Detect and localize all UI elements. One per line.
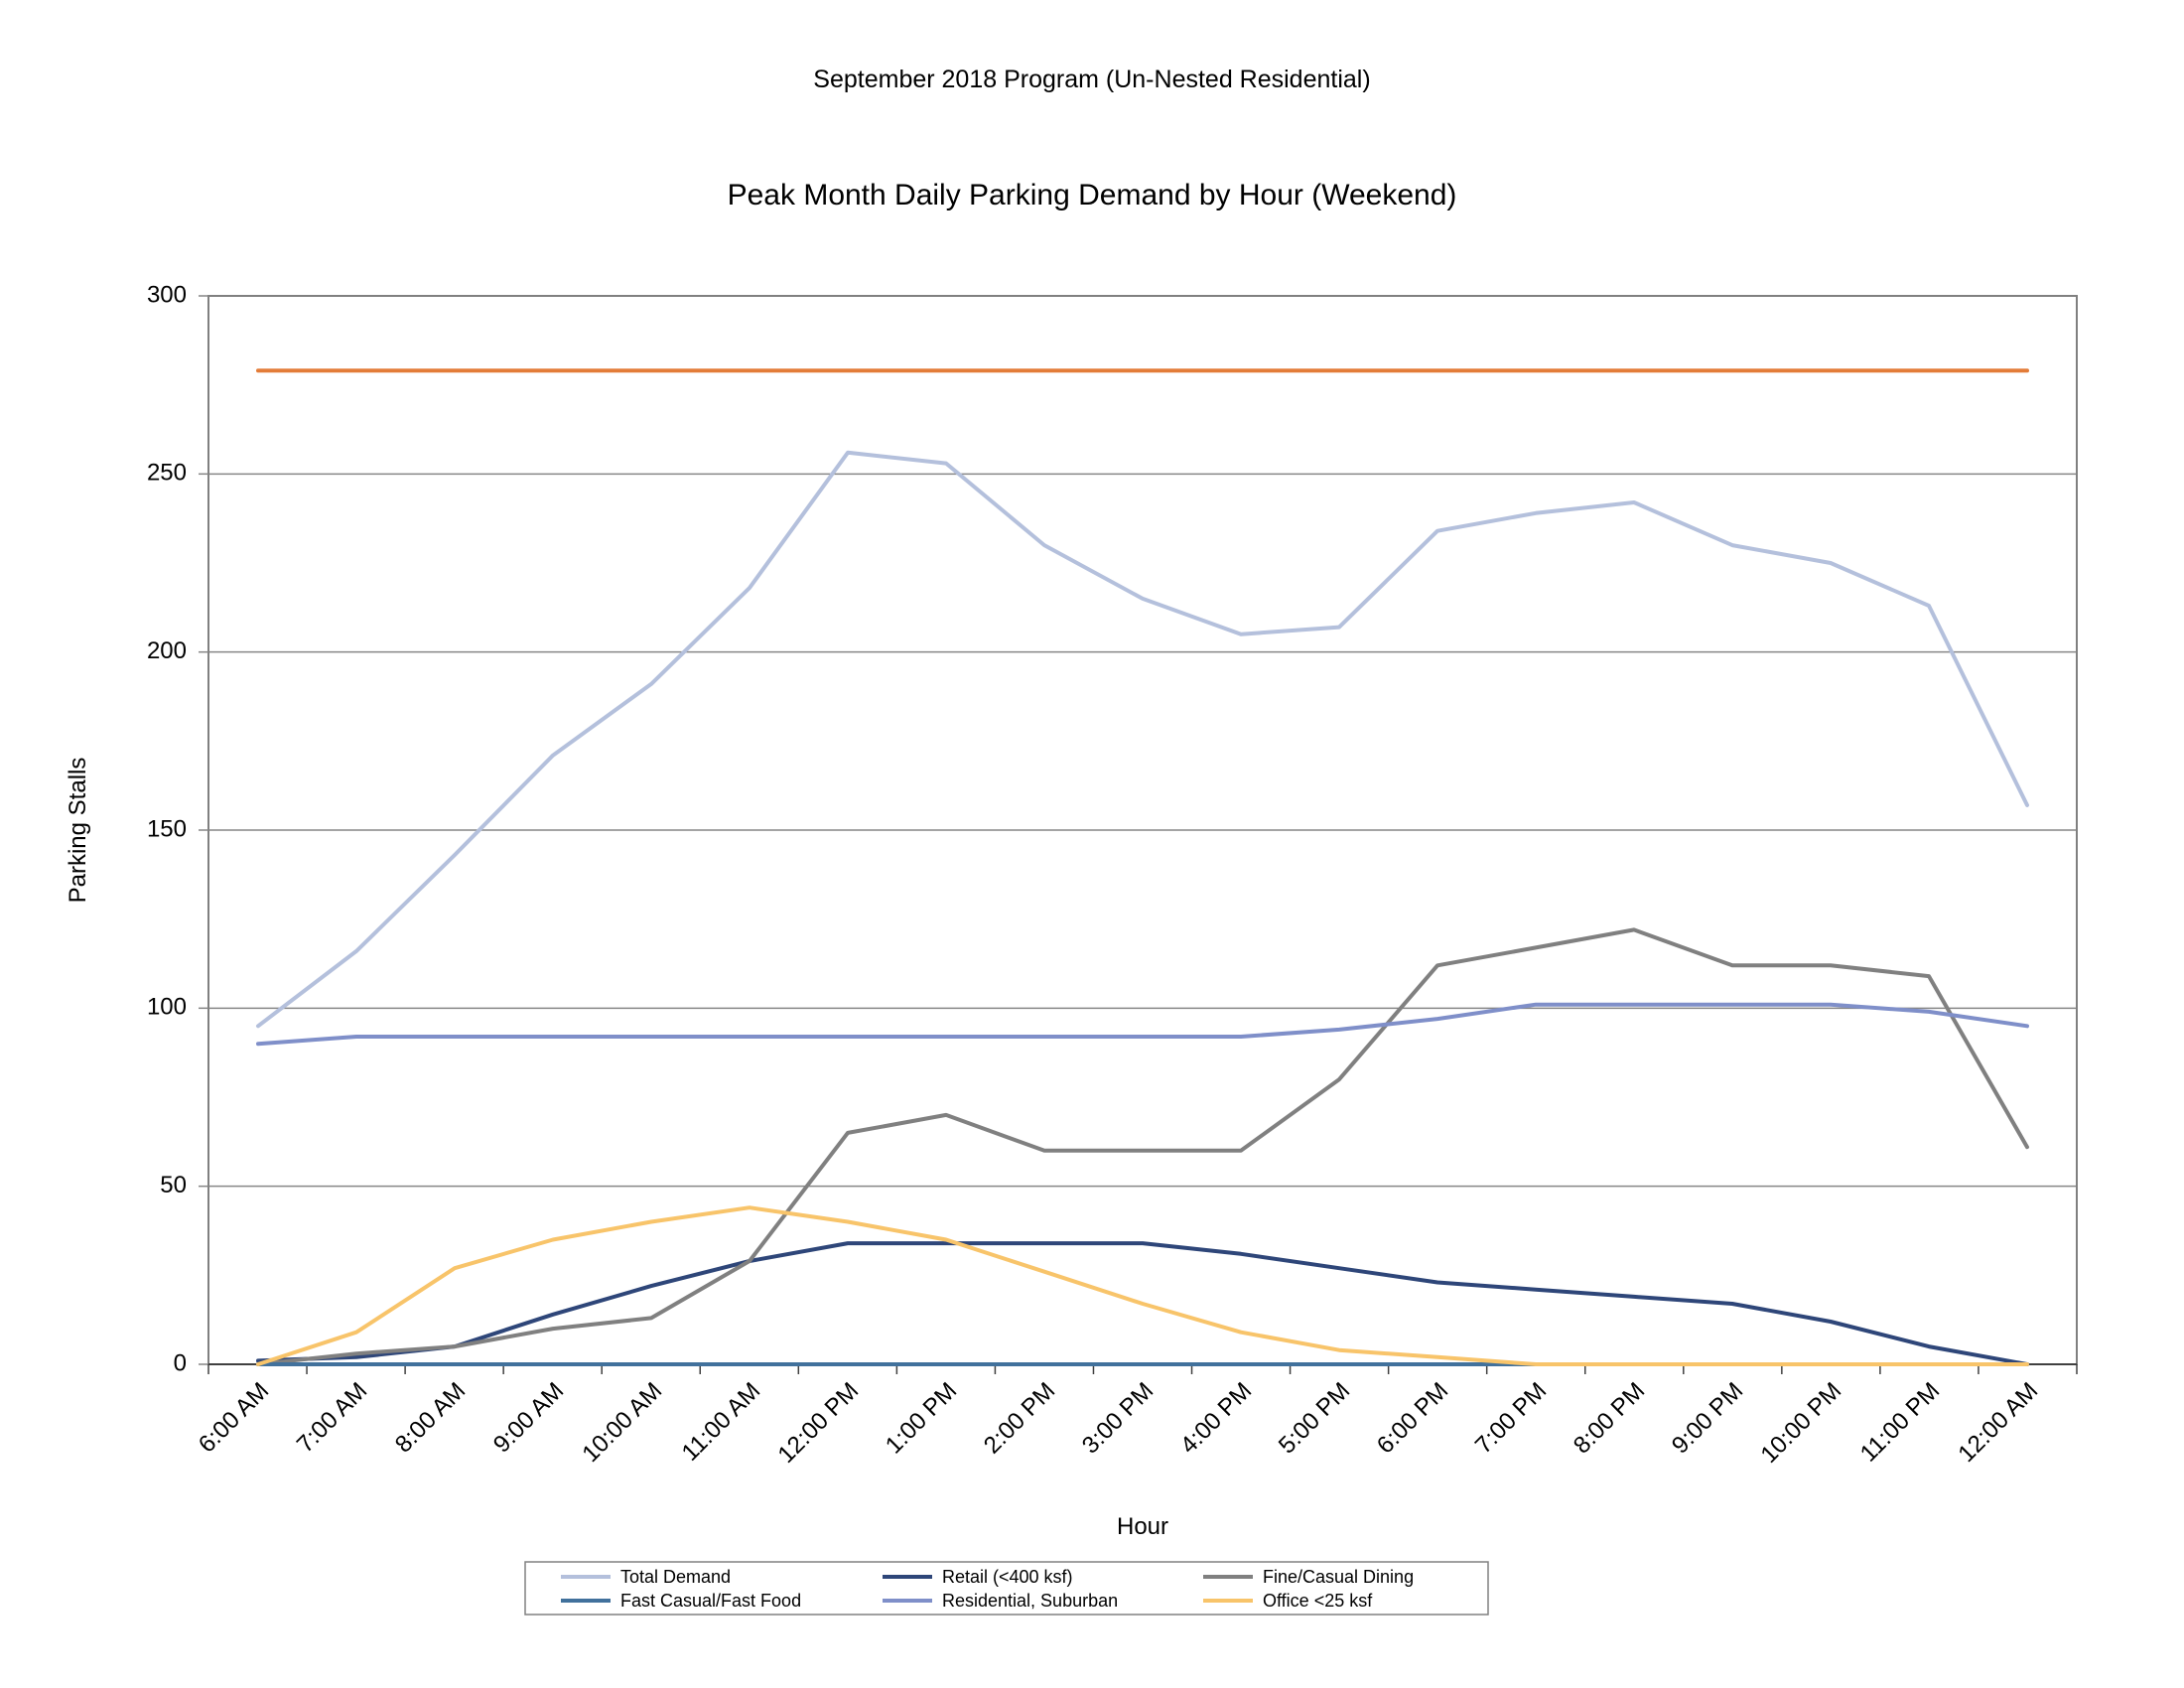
gridlines bbox=[208, 295, 2077, 1365]
x-axis-label: Hour bbox=[1117, 1513, 1168, 1540]
x-tick-label: 6:00 AM bbox=[194, 1377, 274, 1458]
x-tick-label: 1:00 PM bbox=[881, 1377, 962, 1459]
x-tick-label: 12:00 AM bbox=[1953, 1377, 2043, 1468]
x-tick-label: 5:00 PM bbox=[1274, 1377, 1355, 1459]
x-tick-label: 6:00 PM bbox=[1372, 1377, 1453, 1459]
x-tick-label: 8:00 PM bbox=[1569, 1377, 1650, 1459]
y-axis: 0 50 100 150 200 250 300 bbox=[147, 281, 208, 1376]
x-tick-label: 8:00 AM bbox=[390, 1377, 471, 1458]
x-tick-label: 9:00 PM bbox=[1667, 1377, 1748, 1459]
x-tick-label: 4:00 PM bbox=[1175, 1377, 1257, 1459]
legend-label: Fine/Casual Dining bbox=[1263, 1567, 1414, 1587]
legend-label: Retail (<400 ksf) bbox=[942, 1567, 1073, 1587]
y-tick-label: 300 bbox=[147, 281, 187, 308]
legend-label: Total Demand bbox=[620, 1567, 731, 1587]
series-line-0 bbox=[256, 450, 2029, 1029]
x-tick-label: 7:00 AM bbox=[292, 1377, 372, 1458]
legend-label: Fast Casual/Fast Food bbox=[620, 1591, 801, 1611]
x-tick-label: 11:00 AM bbox=[677, 1377, 766, 1467]
series-line-1 bbox=[256, 1241, 2029, 1366]
x-tick-label: 10:00 AM bbox=[577, 1377, 667, 1468]
y-tick-label: 50 bbox=[160, 1172, 187, 1198]
y-axis-label: Parking Stalls bbox=[65, 758, 91, 904]
chart-title: Peak Month Daily Parking Demand by Hour … bbox=[727, 179, 1457, 211]
x-tick-label: 2:00 PM bbox=[979, 1377, 1060, 1459]
x-tick-label: 9:00 AM bbox=[488, 1377, 569, 1458]
x-tick-label: 11:00 PM bbox=[1855, 1377, 1945, 1467]
y-tick-label: 100 bbox=[147, 994, 187, 1021]
series-line-4 bbox=[256, 1002, 2029, 1047]
x-axis: 6:00 AM 7:00 AM 8:00 AM 9:00 AM 10:00 AM 11:0… bbox=[194, 1363, 2078, 1469]
legend-label: Residential, Suburban bbox=[942, 1591, 1118, 1611]
series-lines bbox=[256, 368, 2029, 1366]
x-tick-label: 10:00 PM bbox=[1756, 1377, 1847, 1469]
legend-box bbox=[524, 1561, 1489, 1616]
legend-label: Office <25 ksf bbox=[1263, 1591, 1373, 1611]
y-tick-label: 250 bbox=[147, 460, 187, 487]
x-tick-label: 7:00 PM bbox=[1470, 1377, 1552, 1459]
y-tick-label: 150 bbox=[147, 815, 187, 842]
y-tick-label: 0 bbox=[174, 1349, 187, 1376]
chart-super-title: September 2018 Program (Un-Nested Reside… bbox=[813, 66, 1371, 93]
series-line-5 bbox=[256, 1205, 2029, 1366]
series-line-2 bbox=[256, 927, 2029, 1366]
x-tick-label: 3:00 PM bbox=[1077, 1377, 1159, 1459]
x-tick-label: 12:00 PM bbox=[773, 1377, 865, 1469]
y-tick-label: 200 bbox=[147, 637, 187, 664]
legend: Total Demand Retail (<400 ksf) Fine/Casual… bbox=[524, 1561, 1489, 1616]
